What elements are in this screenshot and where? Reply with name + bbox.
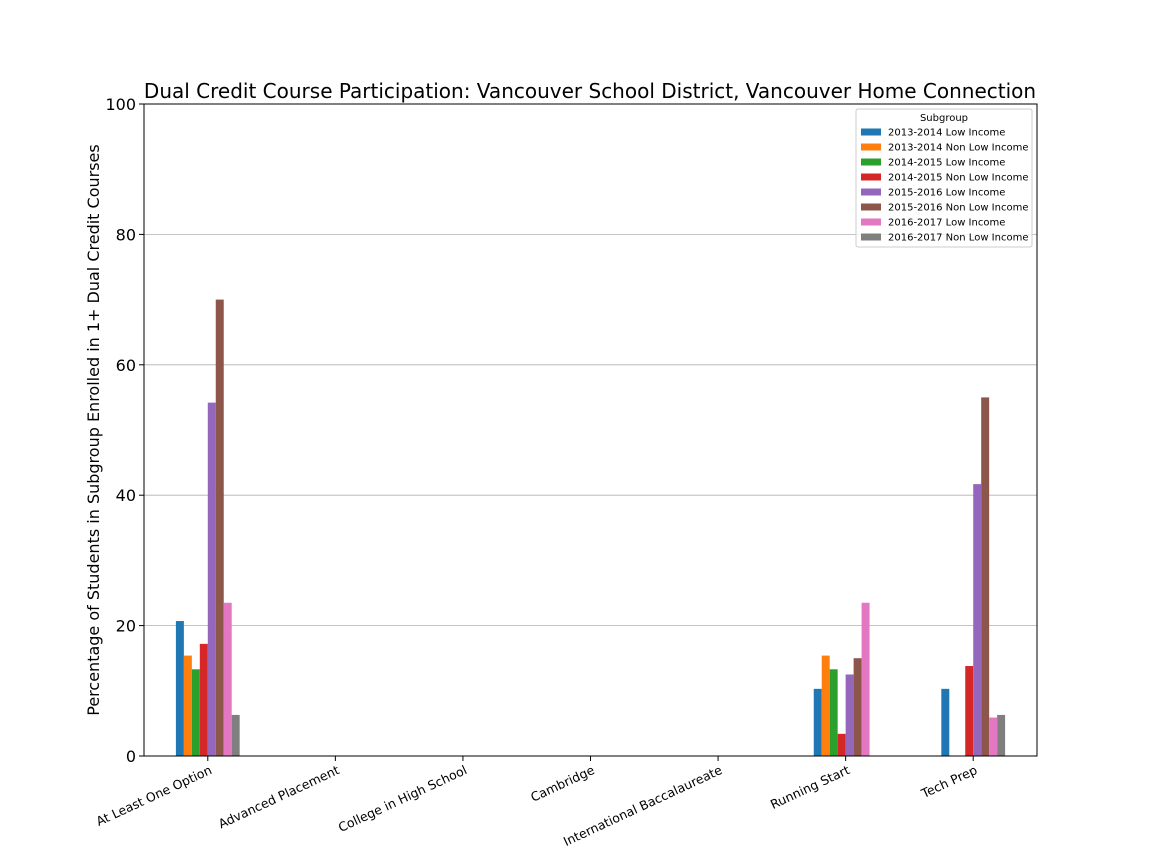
legend-swatch: [861, 233, 881, 241]
legend-swatch: [861, 218, 881, 226]
legend-label: 2014-2015 Low Income: [888, 158, 1005, 169]
legend-swatch: [861, 143, 881, 151]
bar: [175, 621, 184, 756]
bar: [813, 688, 822, 756]
x-axis: At Least One Option Advanced PlacementCol…: [94, 756, 980, 849]
bar: [981, 397, 990, 756]
legend-label: 2016-2017 Non Low Income: [888, 233, 1028, 244]
legend-label: 2015-2016 Non Low Income: [888, 203, 1028, 214]
bar: [821, 655, 830, 756]
x-tick-label: At Least One Option: [94, 762, 214, 829]
x-tick-label: Running Start: [768, 762, 852, 812]
y-axis: 0 20 40 60 80 100: [105, 95, 144, 766]
legend-label: 2016-2017 Low Income: [888, 218, 1005, 229]
bar: [207, 402, 216, 756]
legend-label: 2013-2014 Non Low Income: [888, 143, 1028, 154]
legend-swatch: [861, 173, 881, 181]
y-tick-label: 100: [105, 95, 136, 114]
y-tick-label: 40: [116, 486, 136, 505]
legend-swatch: [861, 188, 881, 196]
chart-title: Dual Credit Course Participation: Vancou…: [144, 79, 1036, 103]
legend-label: 2014-2015 Non Low Income: [888, 173, 1028, 184]
legend-box: [855, 108, 1033, 248]
legend-title: Subgroup: [920, 113, 968, 124]
x-tick-label: College in High School: [336, 762, 469, 835]
bar: [223, 602, 232, 756]
y-tick-label: 60: [116, 356, 136, 375]
bar: [965, 666, 974, 756]
x-tick-label: Advanced Placement: [216, 762, 342, 831]
bar: [973, 484, 982, 756]
bar: [829, 669, 838, 756]
bar: [183, 655, 192, 756]
bar: [941, 688, 950, 756]
bar: [215, 299, 224, 756]
legend-swatch: [861, 203, 881, 211]
bar: [997, 714, 1006, 756]
legend-swatch: [861, 158, 881, 166]
legend: Subgroup 2013-2014 Low Income 2013-2014 N…: [855, 108, 1033, 248]
y-axis-title: Percentage of Students in Subgroup Enrol…: [84, 144, 103, 715]
bar: [861, 602, 870, 756]
bar: [191, 669, 200, 756]
bar: [231, 714, 240, 756]
y-tick-label: 0: [126, 747, 136, 766]
legend-label: 2015-2016 Low Income: [888, 188, 1005, 199]
legend-label: 2013-2014 Low Income: [888, 128, 1005, 139]
bar: [845, 674, 854, 756]
bar: [837, 733, 846, 756]
bar: [199, 643, 208, 756]
gridlines: [144, 233, 1037, 626]
bars: [175, 299, 1006, 756]
bar: [989, 717, 998, 756]
y-tick-label: 80: [116, 225, 136, 244]
legend-swatch: [861, 128, 881, 136]
x-tick-label: Tech Prep: [918, 762, 979, 801]
y-tick-label: 20: [116, 617, 136, 636]
bar: [853, 658, 862, 756]
x-tick-label: Cambridge: [528, 762, 597, 805]
